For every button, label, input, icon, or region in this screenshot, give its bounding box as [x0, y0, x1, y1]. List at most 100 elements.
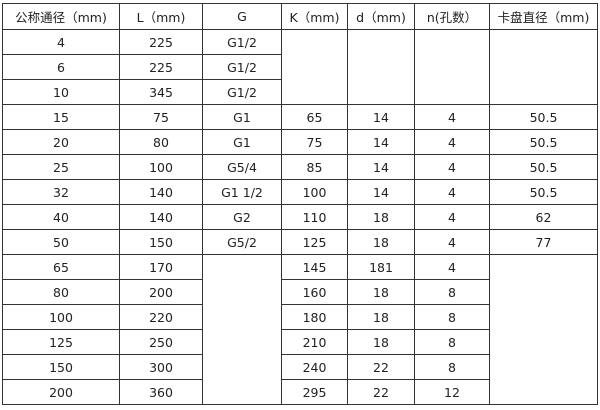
header-k: K（mm) [281, 3, 348, 30]
cell-length: 150 [119, 229, 203, 255]
cell-nominal-diameter: 50 [2, 229, 120, 255]
cell-length: 360 [119, 379, 203, 405]
table-row: 25 100 G5/4 85 14 4 50.5 [2, 154, 598, 180]
cell-d: 18 [347, 204, 415, 230]
cell-nominal-diameter: 65 [2, 254, 120, 280]
cell-nominal-diameter: 10 [2, 79, 120, 105]
cell-length: 250 [119, 329, 203, 355]
table-row: 15 75 G1 65 14 4 50.5 [2, 104, 598, 130]
table-row: 4 225 G1/2 [2, 29, 598, 105]
cell-length: 225 [119, 54, 203, 80]
cell-hole-count: 8 [414, 354, 490, 380]
cell-chuck-diameter [489, 254, 598, 405]
cell-nominal-diameter: 25 [2, 154, 120, 180]
cell-hole-count: 4 [414, 229, 490, 255]
header-hole-count: n(孔数） [414, 3, 490, 30]
cell-k: 180 [281, 304, 348, 330]
cell-thread: G1/2 [202, 79, 282, 105]
cell-nominal-diameter: 15 [2, 104, 120, 130]
cell-nominal-diameter: 40 [2, 204, 120, 230]
cell-k: 145 [281, 254, 348, 280]
cell-thread: G1/2 [202, 29, 282, 55]
cell-nominal-diameter: 6 [2, 54, 120, 80]
cell-thread: G1 1/2 [202, 179, 282, 205]
cell-length: 140 [119, 179, 203, 205]
cell-d: 18 [347, 304, 415, 330]
cell-thread: G1 [202, 129, 282, 155]
cell-k: 210 [281, 329, 348, 355]
cell-hole-count: 4 [414, 179, 490, 205]
cell-hole-count: 4 [414, 104, 490, 130]
table-row: 150 300 240 22 8 [2, 354, 598, 380]
table-row: 200 360 295 22 12 [2, 379, 598, 405]
table-row: 80 200 160 18 8 [2, 279, 598, 305]
cell-k: 110 [281, 204, 348, 230]
cell-k: 160 [281, 279, 348, 305]
cell-d: 14 [347, 129, 415, 155]
cell-nominal-diameter: 20 [2, 129, 120, 155]
cell-k: 85 [281, 154, 348, 180]
cell-d: 18 [347, 279, 415, 305]
cell-length: 100 [119, 154, 203, 180]
cell-hole-count: 4 [414, 154, 490, 180]
table-row: 50 150 G5/2 125 18 4 77 [2, 229, 598, 255]
cell-d: 14 [347, 179, 415, 205]
cell-hole-count: 4 [414, 129, 490, 155]
cell-d [347, 29, 415, 105]
cell-k: 65 [281, 104, 348, 130]
table-row: 125 250 210 18 8 [2, 329, 598, 355]
cell-length: 300 [119, 354, 203, 380]
cell-nominal-diameter: 4 [2, 29, 120, 55]
cell-hole-count: 12 [414, 379, 490, 405]
cell-d: 22 [347, 379, 415, 405]
cell-length: 75 [119, 104, 203, 130]
cell-k: 240 [281, 354, 348, 380]
cell-hole-count: 8 [414, 329, 490, 355]
cell-chuck-diameter: 50.5 [489, 179, 598, 205]
cell-thread: G1/2 [202, 54, 282, 80]
cell-chuck-diameter: 62 [489, 204, 598, 230]
cell-thread: G5/4 [202, 154, 282, 180]
header-length: L（mm) [119, 3, 203, 30]
header-chuck-diameter: 卡盘直径（mm) [489, 3, 598, 30]
table-row: 65 170 145 181 4 [2, 254, 598, 405]
header-d: d（mm) [347, 3, 415, 30]
cell-k: 75 [281, 129, 348, 155]
header-nominal-diameter: 公称通径（mm) [2, 3, 120, 30]
cell-chuck-diameter: 50.5 [489, 154, 598, 180]
cell-d: 14 [347, 154, 415, 180]
table-row: 32 140 G1 1/2 100 14 4 50.5 [2, 179, 598, 205]
cell-nominal-diameter: 150 [2, 354, 120, 380]
header-row: 公称通径（mm) L（mm) G K（mm) d（mm) n(孔数） 卡盘直径（mm) [2, 3, 598, 30]
cell-chuck-diameter: 77 [489, 229, 598, 255]
cell-nominal-diameter: 32 [2, 179, 120, 205]
cell-chuck-diameter: 50.5 [489, 104, 598, 130]
cell-chuck-diameter: 50.5 [489, 129, 598, 155]
cell-nominal-diameter: 80 [2, 279, 120, 305]
cell-length: 220 [119, 304, 203, 330]
cell-hole-count: 4 [414, 254, 490, 280]
cell-d: 181 [347, 254, 415, 280]
cell-length: 200 [119, 279, 203, 305]
cell-k: 100 [281, 179, 348, 205]
cell-d: 18 [347, 229, 415, 255]
cell-length: 345 [119, 79, 203, 105]
table-row: 6 225 G1/2 [2, 54, 598, 80]
cell-nominal-diameter: 100 [2, 304, 120, 330]
cell-nominal-diameter: 125 [2, 329, 120, 355]
cell-k: 125 [281, 229, 348, 255]
cell-thread: G5/2 [202, 229, 282, 255]
header-thread: G [202, 3, 282, 30]
cell-nominal-diameter: 200 [2, 379, 120, 405]
cell-k [281, 29, 348, 105]
cell-hole-count [414, 29, 490, 105]
cell-hole-count: 4 [414, 204, 490, 230]
cell-chuck-diameter [489, 29, 598, 105]
table-row: 20 80 G1 75 14 4 50.5 [2, 129, 598, 155]
cell-length: 170 [119, 254, 203, 280]
cell-length: 140 [119, 204, 203, 230]
cell-thread: G1 [202, 104, 282, 130]
cell-k: 295 [281, 379, 348, 405]
cell-d: 14 [347, 104, 415, 130]
table-row: 40 140 G2 110 18 4 62 [2, 204, 598, 230]
